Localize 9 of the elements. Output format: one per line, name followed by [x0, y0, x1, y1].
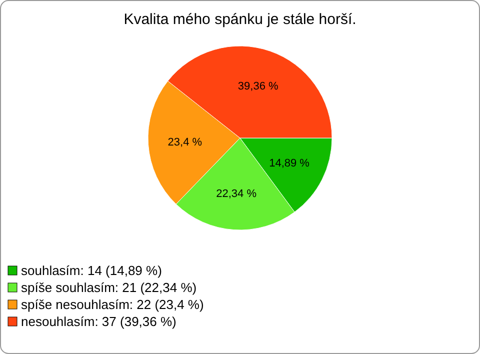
data-label: 14,89 %: [269, 158, 310, 170]
data-label: 23,4 %: [168, 136, 202, 149]
legend-label: nesouhlasím: 37 (39,36 %): [21, 314, 176, 329]
data-label: 22,34 %: [216, 188, 257, 200]
chart-title: Kvalita mého spánku je stále horší.: [124, 11, 356, 28]
legend-label: souhlasím: 14 (14,89 %): [21, 263, 162, 278]
legend-label: spíše souhlasím: 21 (22,34 %): [21, 280, 197, 295]
legend-label: spíše nesouhlasím: 22 (23,4 %): [21, 297, 204, 312]
data-label: 39,36 %: [238, 80, 278, 93]
